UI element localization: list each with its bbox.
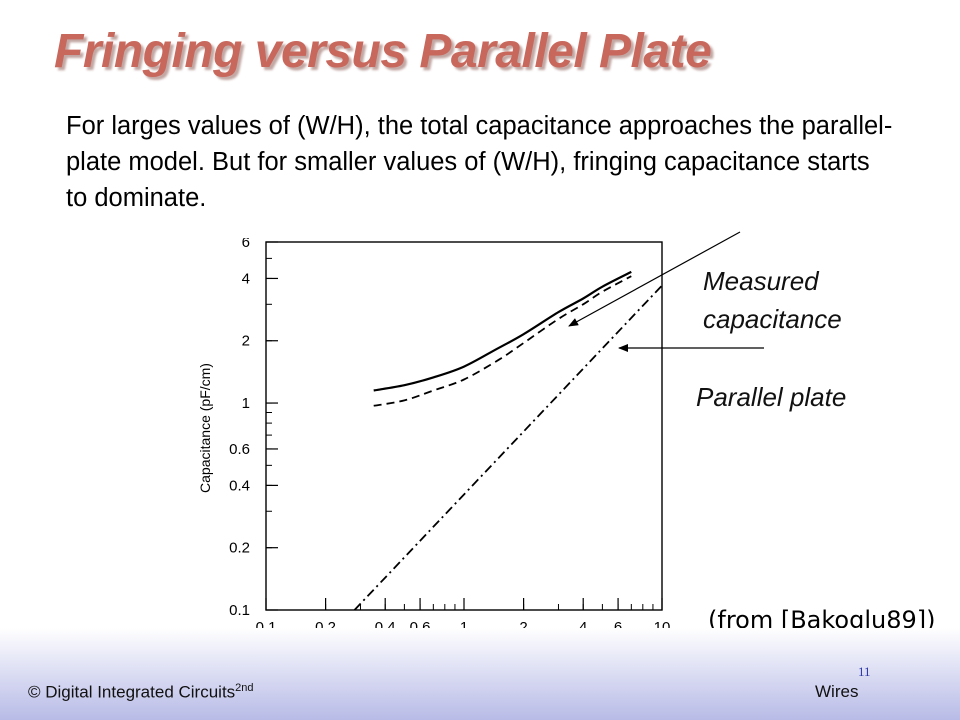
- footer-band: [0, 628, 960, 720]
- y-tick-label: 0.4: [229, 477, 250, 494]
- parallel-plate-label: Parallel plate: [696, 382, 847, 412]
- capacitance-chart: 0.10.20.40.61246100.10.20.40.61246W/HCap…: [197, 238, 670, 665]
- x-tick-label: 1: [460, 619, 468, 636]
- axes: 0.10.20.40.61246100.10.20.40.61246W/HCap…: [197, 238, 670, 665]
- y-tick-label: 6: [242, 238, 250, 251]
- measured-capacitance-line: [373, 270, 632, 392]
- y-tick-label: 0.2: [229, 540, 250, 557]
- y-tick-label: 0.6: [229, 441, 250, 458]
- x-tick-label: 6: [614, 619, 622, 636]
- parallel-plate-line: [353, 284, 663, 611]
- y-tick-label: 1: [242, 395, 250, 412]
- fringing-model-line: [373, 275, 632, 407]
- page-number: 11: [858, 664, 871, 679]
- footer-course-text: © Digital Integrated Circuits: [28, 682, 236, 702]
- y-tick-label: 0.1: [229, 602, 250, 619]
- chart-figure: 0.10.20.40.61246100.10.20.40.61246W/HCap…: [192, 238, 670, 668]
- y-axis-title: Capacitance (pF/cm): [197, 363, 213, 493]
- y-tick-label: 4: [242, 270, 250, 287]
- x-tick-label: 4: [579, 619, 587, 636]
- footer-course-name: © Digital Integrated Circuits2nd: [28, 682, 254, 703]
- intro-paragraph: For larges values of (W/H), the total ca…: [66, 112, 893, 212]
- y-tick-label: 2: [242, 333, 250, 350]
- x-tick-label: 2: [519, 619, 527, 636]
- plot-frame: [265, 241, 663, 611]
- measured-capacitance-label: Measured capacitance: [703, 266, 842, 334]
- footer-chapter: Wires: [815, 682, 859, 701]
- series-layer: [353, 270, 663, 611]
- slide-title: Fringing versus Parallel Plate: [54, 25, 712, 78]
- footer-edition: 2nd: [235, 682, 254, 694]
